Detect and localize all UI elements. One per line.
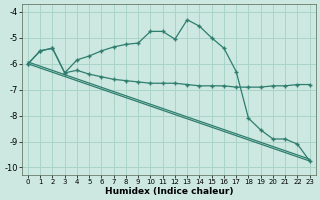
X-axis label: Humidex (Indice chaleur): Humidex (Indice chaleur) [105,187,233,196]
